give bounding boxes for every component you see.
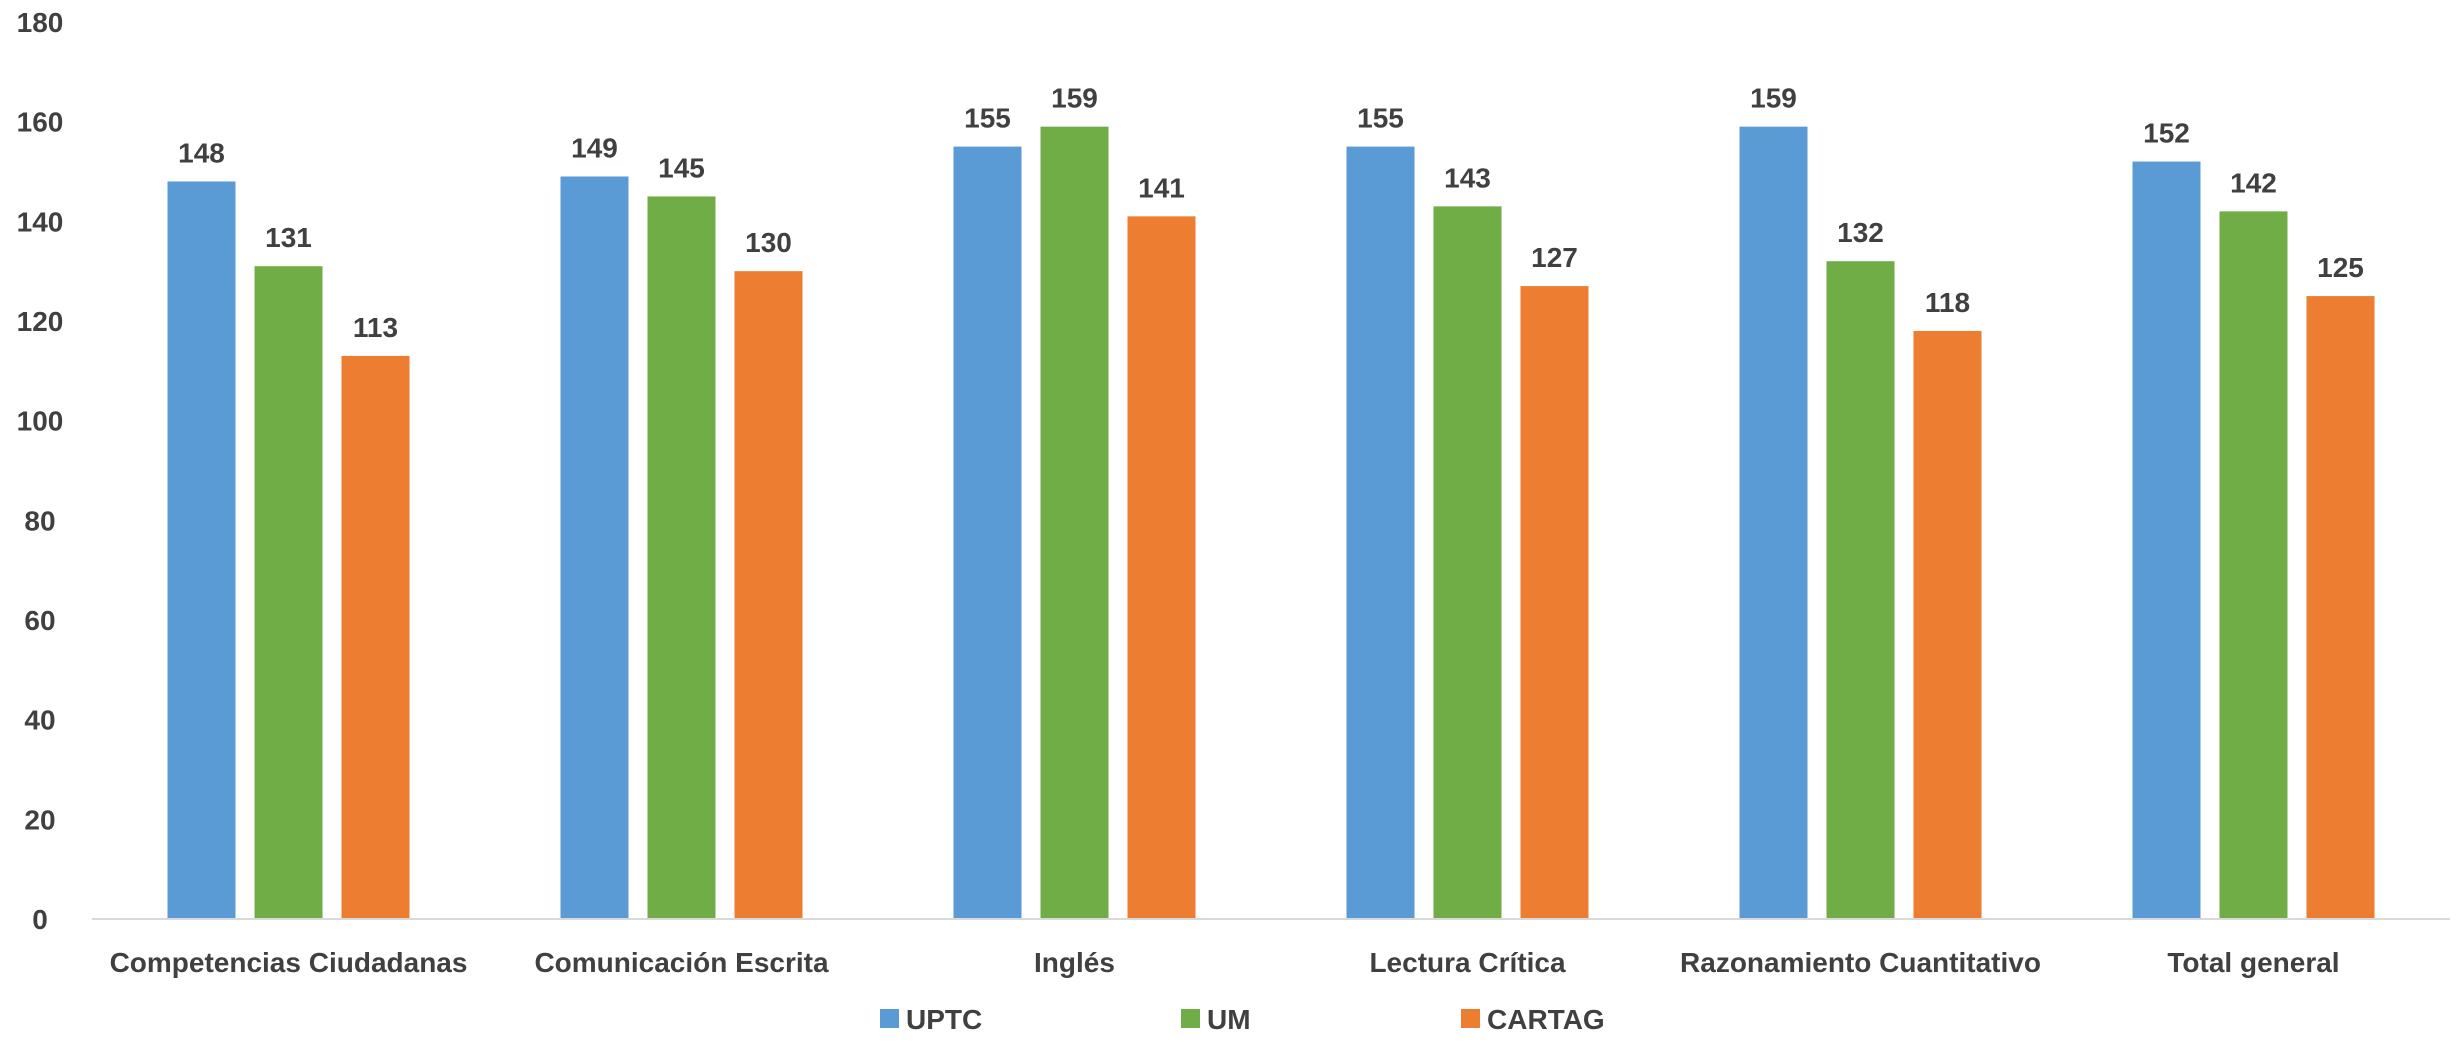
y-tick-label: 120 bbox=[17, 306, 64, 337]
y-axis-ticks: 0 20 40 60 80 100 120 140 160 180 bbox=[17, 7, 64, 935]
category-label: Lectura Crítica bbox=[1369, 947, 1565, 978]
legend-item-uptc: UPTC bbox=[880, 1004, 982, 1035]
bar-uptc bbox=[1739, 126, 1808, 919]
data-label: 141 bbox=[1138, 172, 1185, 203]
data-label: 155 bbox=[1357, 103, 1404, 134]
legend-label: CARTAG bbox=[1487, 1004, 1605, 1035]
data-label: 125 bbox=[2317, 252, 2364, 283]
bar-um bbox=[1040, 126, 1109, 919]
data-label: 149 bbox=[571, 132, 618, 163]
bar-cartag bbox=[341, 355, 410, 920]
data-label: 159 bbox=[1750, 83, 1797, 114]
bar-cartag bbox=[2306, 296, 2375, 919]
y-tick-label: 180 bbox=[17, 7, 64, 38]
bar-uptc bbox=[953, 146, 1022, 920]
y-tick-label: 140 bbox=[17, 206, 64, 237]
legend-swatch bbox=[1461, 1009, 1480, 1028]
bar-um bbox=[1826, 261, 1895, 919]
y-tick-label: 20 bbox=[24, 804, 55, 835]
data-label: 132 bbox=[1837, 217, 1884, 248]
data-label: 155 bbox=[964, 103, 1011, 134]
bar-um bbox=[254, 266, 323, 919]
bar-um bbox=[2219, 211, 2288, 919]
legend-item-cartag: CARTAG bbox=[1461, 1004, 1605, 1035]
data-label: 148 bbox=[178, 137, 225, 168]
data-label: 118 bbox=[1925, 287, 1970, 318]
y-tick-label: 40 bbox=[24, 705, 55, 736]
bar-cartag bbox=[1913, 330, 1982, 919]
x-axis-category-labels: Competencias Ciudadanas Comunicación Escr… bbox=[110, 947, 2340, 978]
category-label: Comunicación Escrita bbox=[534, 947, 829, 978]
data-label: 127 bbox=[1531, 242, 1578, 273]
data-label: 131 bbox=[265, 222, 312, 253]
category-label: Inglés bbox=[1034, 947, 1115, 978]
bar-um bbox=[647, 196, 716, 919]
category-label: Razonamiento Cuantitativo bbox=[1680, 947, 2041, 978]
bar-uptc bbox=[560, 176, 629, 919]
bar-uptc bbox=[167, 181, 236, 919]
legend-item-um: UM bbox=[1181, 1004, 1251, 1035]
data-label: 130 bbox=[745, 227, 792, 258]
y-tick-label: 160 bbox=[17, 107, 64, 138]
bar-cartag bbox=[1127, 216, 1196, 920]
data-label: 145 bbox=[658, 152, 705, 183]
legend-label: UM bbox=[1207, 1004, 1251, 1035]
bar-um bbox=[1433, 206, 1502, 920]
y-tick-label: 0 bbox=[32, 904, 48, 935]
data-label: 143 bbox=[1444, 162, 1491, 193]
bar-uptc bbox=[1346, 146, 1415, 920]
legend-swatch bbox=[880, 1009, 899, 1028]
category-label: Competencias Ciudadanas bbox=[110, 947, 468, 978]
data-label: 159 bbox=[1051, 83, 1098, 114]
data-labels-group: 148 131 113 149 145 130 155 159 141 155 143 127 159 1… bbox=[178, 83, 2364, 343]
legend: UPTC UM CARTAG bbox=[880, 1004, 1605, 1035]
bars-group bbox=[167, 126, 2375, 920]
legend-swatch bbox=[1181, 1009, 1200, 1028]
data-label: 113 bbox=[353, 312, 398, 343]
y-tick-label: 60 bbox=[24, 605, 55, 636]
legend-label: UPTC bbox=[906, 1004, 982, 1035]
bar-uptc bbox=[2132, 161, 2201, 920]
data-label: 142 bbox=[2230, 167, 2277, 198]
bar-cartag bbox=[734, 271, 803, 920]
y-tick-label: 100 bbox=[17, 406, 64, 437]
category-label: Total general bbox=[2167, 947, 2339, 978]
y-tick-label: 80 bbox=[24, 505, 55, 536]
data-label: 152 bbox=[2143, 118, 2190, 149]
bar-cartag bbox=[1520, 286, 1589, 919]
